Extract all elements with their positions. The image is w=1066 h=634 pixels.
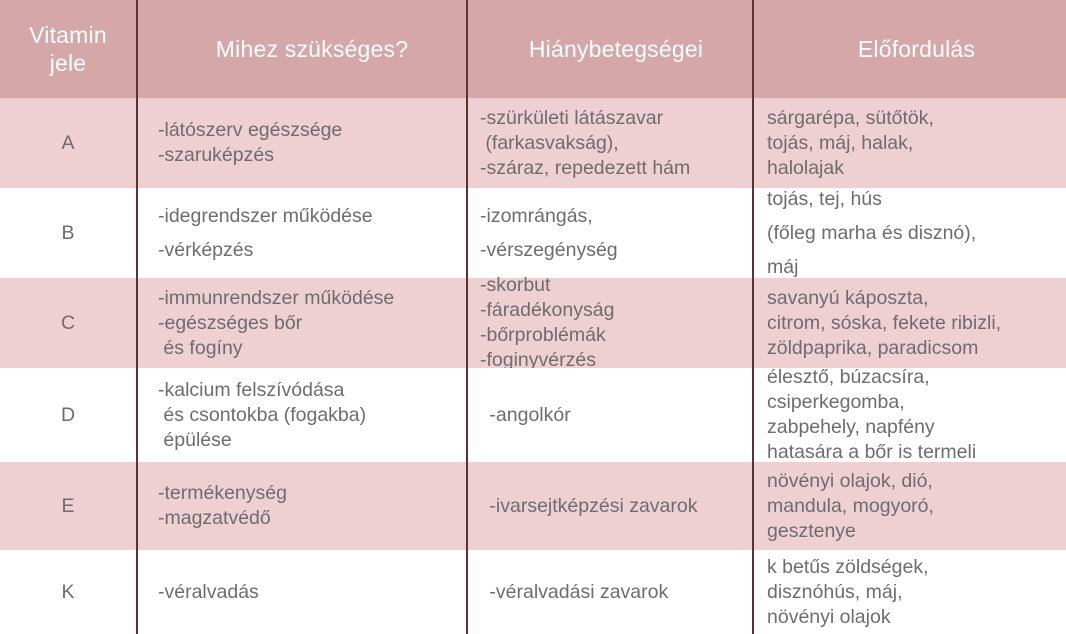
column-header-mihez-szukseges: Mihez szükséges? <box>136 0 466 98</box>
cell-hianybetegsegei: -ivarsejtképzési zavarok <box>466 462 752 550</box>
cell-hianybetegsegei: -skorbut -fáradékonyság -bőrproblémák -f… <box>466 274 752 371</box>
cell-mihez-szukseges: -immunrendszer működése -egészséges bőr … <box>136 278 466 368</box>
table-row: D -kalcium felszívódása és csontokba (fo… <box>0 366 1066 463</box>
cell-line: -száraz, repedezett hám <box>480 156 691 179</box>
cell-line: épülése <box>158 428 232 451</box>
cell-line: -foginyvérzés <box>480 349 596 371</box>
cell-line: -skorbut <box>480 274 551 296</box>
cell-line: -termékenység <box>158 482 287 504</box>
cell-line: (farkasvakság), <box>480 131 619 154</box>
cell-elofordulas: élesztő, búzacsíra, csiperkegomba, zabpe… <box>752 366 1066 463</box>
cell-hianybetegsegei: -szürkületi látászavar (farkasvakság), -… <box>466 98 752 188</box>
cell-line: élesztő, búzacsíra, <box>767 366 930 388</box>
cell-line: hatasára a bőr is termeli <box>767 441 977 463</box>
cell-mihez-szukseges: -látószerv egészsége -szaruképzés <box>136 98 466 188</box>
column-header-line: Előfordulás <box>857 36 976 62</box>
column-header-line: Hiánybetegségei <box>528 36 704 62</box>
cell-line: -ivarsejtképzési zavarok <box>484 494 698 517</box>
cell-line: -fáradékonyság <box>480 299 615 321</box>
cell-elofordulas: savanyú káposzta, citrom, sóska, fekete … <box>752 278 1066 368</box>
cell-line: citrom, sóska, fekete ribizli, <box>767 311 1002 334</box>
cell-line: halolajak <box>767 156 844 179</box>
cell-line: csiperkegomba, <box>767 391 905 413</box>
cell-line: és fogíny <box>158 336 243 359</box>
cell-line: -vérképzés <box>158 239 254 261</box>
cell-vitamin-jele: D <box>60 403 76 426</box>
cell-line: gesztenye <box>767 519 856 542</box>
column-header-elofordulas: Előfordulás <box>752 0 1066 98</box>
cell-mihez-szukseges: -idegrendszer működése -vérképzés <box>136 188 466 278</box>
cell-line: -bőrproblémák <box>480 324 606 346</box>
cell-line: -angolkór <box>484 403 571 426</box>
cell-line: -szürkületi látászavar <box>480 106 664 129</box>
cell-line: és csontokba (fogakba) <box>158 403 367 426</box>
cell-elofordulas: tojás, tej, hús (főleg marha és disznó),… <box>752 188 1066 278</box>
cell-line: sárgarépa, sütőtök, <box>767 106 934 129</box>
cell-line: zöldpaprika, paradicsom <box>767 336 979 359</box>
column-header-hianybetegsegei: Hiánybetegségei <box>466 0 752 98</box>
cell-line: tojás, tej, hús <box>767 188 882 210</box>
cell-line: disznóhús, máj, <box>767 580 903 603</box>
cell-line: növényi olajok, dió, <box>767 469 933 492</box>
cell-mihez-szukseges: -véralvadás <box>136 550 466 634</box>
cell-line: -véralvadási zavarok <box>484 580 669 603</box>
cell-hianybetegsegei: -véralvadási zavarok <box>466 550 752 634</box>
cell-line: -izomrángás, <box>480 205 593 227</box>
cell-line: tojás, máj, halak, <box>767 131 914 154</box>
cell-line: -magzatvédő <box>158 507 271 529</box>
cell-line: -idegrendszer működése <box>158 205 373 227</box>
table-row: E -termékenység -magzatvédő -ivarsejtkép… <box>0 462 1066 550</box>
cell-line: k betűs zöldségek, <box>767 555 929 578</box>
cell-vitamin-jele: B <box>61 221 75 244</box>
cell-hianybetegsegei: -izomrángás, -vérszegénység <box>466 188 752 278</box>
cell-line: zabpehely, napfény <box>767 416 935 438</box>
cell-line: -szaruképzés <box>158 144 274 166</box>
cell-elofordulas: sárgarépa, sütőtök, tojás, máj, halak, h… <box>752 98 1066 188</box>
table-row: K -véralvadás -véralvadási zavarok k bet… <box>0 550 1066 634</box>
table-row: C -immunrendszer működése -egészséges bő… <box>0 274 1066 371</box>
cell-line: -látószerv egészsége <box>158 119 343 141</box>
cell-line: -véralvadás <box>158 580 259 603</box>
cell-line: savanyú káposzta, <box>767 286 929 309</box>
cell-line: -kalcium felszívódása <box>158 378 345 401</box>
cell-line: -egészséges bőr <box>158 311 303 334</box>
cell-elofordulas: növényi olajok, dió, mandula, mogyoró, g… <box>752 462 1066 550</box>
cell-vitamin-jele: E <box>61 494 75 517</box>
cell-line: mandula, mogyoró, <box>767 494 934 517</box>
table-body: A -látószerv egészsége -szaruképzés -szü… <box>0 98 1066 634</box>
cell-line: -immunrendszer működése <box>158 286 395 309</box>
column-header-line: Vitamin <box>29 22 107 48</box>
cell-vitamin-jele: K <box>61 580 75 603</box>
cell-elofordulas: k betűs zöldségek, disznóhús, máj, növén… <box>752 550 1066 634</box>
cell-line: (főleg marha és disznó), <box>767 222 977 244</box>
column-header-line: Mihez szükséges? <box>215 36 409 62</box>
table-row: A -látószerv egészsége -szaruképzés -szü… <box>0 98 1066 188</box>
cell-line: -vérszegénység <box>480 239 618 261</box>
cell-vitamin-jele: A <box>61 131 75 154</box>
cell-vitamin-jele: C <box>60 311 76 334</box>
cell-hianybetegsegei: -angolkór <box>466 368 752 462</box>
cell-line: máj <box>767 256 799 278</box>
column-header-vitamin-jele: Vitamin jele <box>0 0 136 98</box>
cell-line: növényi olajok <box>767 605 891 628</box>
table-header-row: Vitamin jele Mihez szükséges? Hiánybeteg… <box>0 0 1066 98</box>
cell-mihez-szukseges: -kalcium felszívódása és csontokba (foga… <box>136 368 466 462</box>
cell-mihez-szukseges: -termékenység -magzatvédő <box>136 462 466 550</box>
table-row: B -idegrendszer működése -vérképzés -izo… <box>0 188 1066 278</box>
column-header-line: jele <box>49 50 87 76</box>
